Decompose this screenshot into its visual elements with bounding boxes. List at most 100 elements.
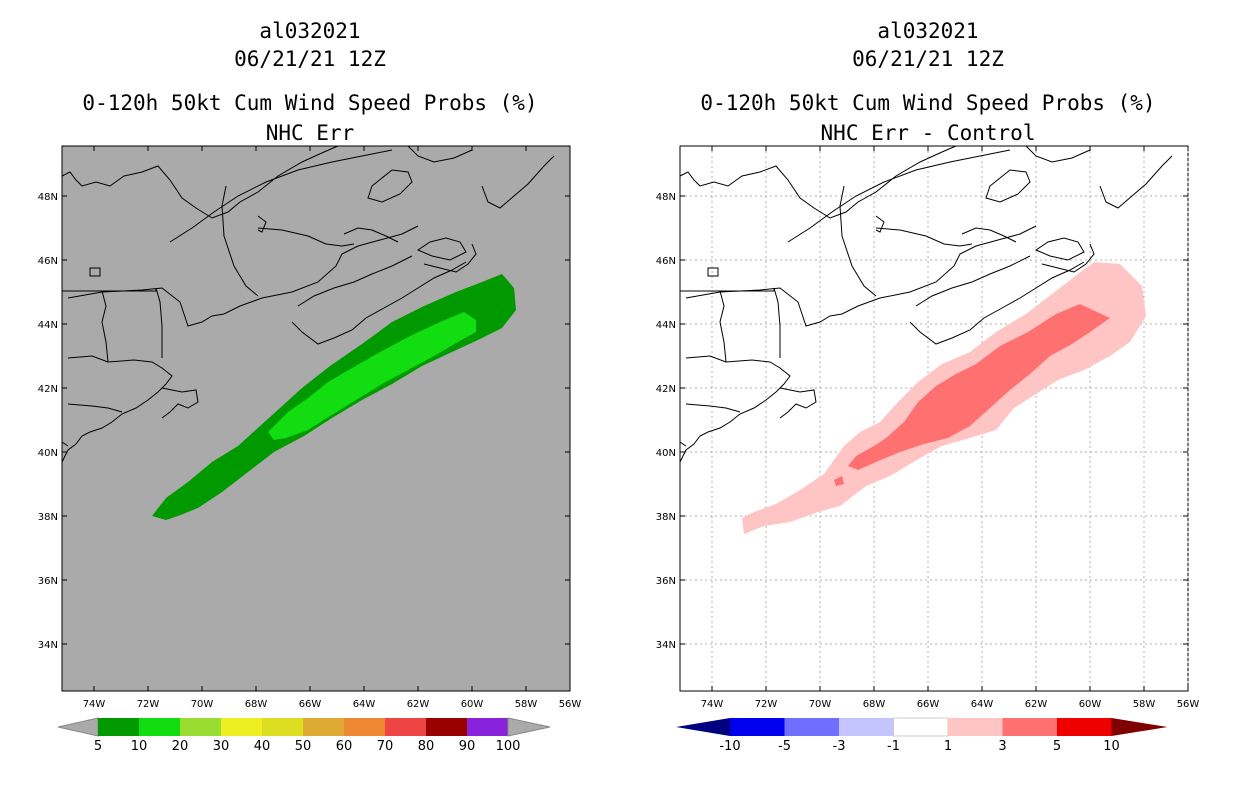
lon-label: 58W	[1133, 699, 1156, 710]
colorbar-label: 60	[336, 739, 353, 754]
right-datetime: 06/21/21 12Z	[852, 47, 1004, 71]
left-datetime: 06/21/21 12Z	[234, 47, 386, 71]
right-map-background	[679, 145, 1189, 692]
colorbar-swatch	[839, 718, 894, 736]
left-storm-id: al032021	[259, 19, 361, 43]
left-lat-labels: 48N 46N 44N 42N 40N 38N 36N 34N	[38, 192, 58, 651]
left-colorbar: 5 10 20 30 40 50 60 70 80 90 100	[57, 717, 551, 754]
right-diff-3-island	[834, 476, 844, 486]
colorbar-swatch	[139, 718, 180, 736]
colorbar-label: 3	[998, 739, 1006, 754]
lon-label: 72W	[755, 699, 778, 710]
colorbar-label: 10	[131, 739, 148, 754]
lon-label: 74W	[701, 699, 724, 710]
colorbar-label: 10	[1103, 739, 1120, 754]
colorbar-label: -5	[778, 739, 791, 754]
lon-label: 56W	[559, 699, 582, 710]
colorbar-label: -10	[719, 739, 740, 754]
right-lon-labels: 74W 72W 70W 68W 66W 64W 62W 60W 58W 56W	[701, 699, 1200, 710]
lon-label: 60W	[461, 699, 484, 710]
lat-label: 38N	[38, 512, 58, 523]
colorbar-right-arrow	[1111, 718, 1168, 736]
lat-label: 38N	[656, 512, 676, 523]
colorbar-swatch	[344, 718, 385, 736]
right-axis-ticks	[680, 146, 1189, 691]
colorbar-swatch	[1057, 718, 1112, 736]
colorbar-left-arrow	[57, 717, 99, 737]
colorbar-swatch	[221, 718, 262, 736]
lon-label: 70W	[809, 699, 832, 710]
lon-label: 62W	[1025, 699, 1048, 710]
colorbar-right-arrow	[507, 717, 551, 737]
colorbar-swatch	[303, 718, 344, 736]
left-lon-labels: 74W 72W 70W 68W 66W 64W 62W 60W 58W 56W	[83, 699, 582, 710]
lon-label: 64W	[353, 699, 376, 710]
lat-label: 34N	[38, 640, 58, 651]
lat-label: 48N	[38, 192, 58, 203]
colorbar-label: 50	[295, 739, 312, 754]
colorbar-swatch	[98, 718, 139, 736]
right-lat-labels: 48N 46N 44N 42N 40N 38N 36N 34N	[656, 192, 676, 651]
lat-label: 42N	[38, 384, 58, 395]
lat-label: 46N	[38, 256, 58, 267]
right-diff-3-contour	[848, 304, 1110, 470]
colorbar-label: 80	[418, 739, 435, 754]
lat-label: 40N	[656, 448, 676, 459]
left-title: 0-120h 50kt Cum Wind Speed Probs (%)	[82, 91, 538, 115]
lon-label: 58W	[515, 699, 538, 710]
colorbar-label: 90	[459, 739, 476, 754]
lat-label: 46N	[656, 256, 676, 267]
colorbar-label: 20	[172, 739, 189, 754]
colorbar-label: 100	[496, 739, 521, 754]
lon-label: 72W	[137, 699, 160, 710]
right-colorbar: -10 -5 -3 -1 1 3 5 10	[676, 717, 1168, 754]
lon-label: 66W	[917, 699, 940, 710]
lat-label: 44N	[38, 320, 58, 331]
lat-label: 44N	[656, 320, 676, 331]
colorbar-label: 5	[94, 739, 102, 754]
lon-label: 68W	[863, 699, 886, 710]
colorbar-swatch	[730, 718, 785, 736]
lat-label: 48N	[656, 192, 676, 203]
left-axis-ticks	[62, 146, 571, 691]
left-prob-5-contour	[152, 274, 516, 520]
lat-label: 36N	[38, 576, 58, 587]
colorbar-swatch	[1002, 718, 1057, 736]
lon-label: 60W	[1079, 699, 1102, 710]
lon-label: 66W	[299, 699, 322, 710]
lon-label: 56W	[1177, 699, 1200, 710]
colorbar-swatch	[180, 718, 221, 736]
lon-label: 74W	[83, 699, 106, 710]
right-gridlines	[680, 146, 1189, 691]
colorbar-swatch	[426, 718, 467, 736]
lon-label: 68W	[245, 699, 268, 710]
right-title: 0-120h 50kt Cum Wind Speed Probs (%)	[700, 91, 1156, 115]
right-map-panel	[679, 145, 1189, 692]
colorbar-left-arrow	[676, 718, 730, 736]
colorbar-label: -3	[833, 739, 846, 754]
left-map-panel	[61, 145, 571, 692]
lat-label: 42N	[656, 384, 676, 395]
right-storm-id: al032021	[877, 19, 979, 43]
lat-label: 40N	[38, 448, 58, 459]
colorbar-label: 5	[1053, 739, 1061, 754]
colorbar-label: 30	[213, 739, 230, 754]
lon-label: 70W	[191, 699, 214, 710]
lon-label: 64W	[971, 699, 994, 710]
left-prob-10-contour	[268, 312, 476, 440]
right-diff-1-contour	[742, 262, 1146, 534]
colorbar-label: -1	[887, 739, 900, 754]
lat-label: 34N	[656, 640, 676, 651]
colorbar-label: 40	[254, 739, 271, 754]
left-subtitle: NHC Err	[265, 121, 355, 145]
colorbar-swatch	[467, 718, 508, 736]
colorbar-swatch	[948, 718, 1003, 736]
left-map-background	[61, 145, 571, 692]
lon-label: 62W	[407, 699, 430, 710]
colorbar-swatch	[784, 718, 839, 736]
colorbar-swatch	[385, 718, 426, 736]
lat-label: 36N	[656, 576, 676, 587]
colorbar-label: 70	[377, 739, 394, 754]
colorbar-swatch	[262, 718, 303, 736]
colorbar-swatch	[893, 717, 949, 737]
